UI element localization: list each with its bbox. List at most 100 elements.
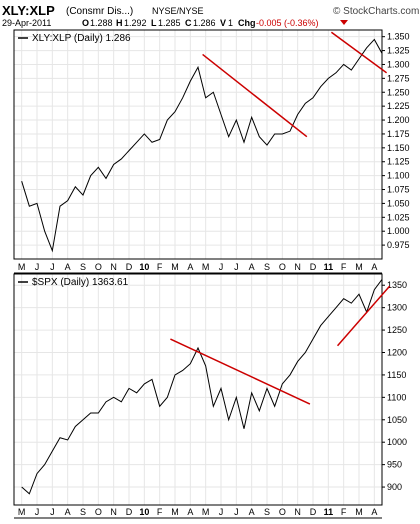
- x-tick-label: S: [80, 262, 86, 272]
- ratio-panel: 0.975 1.000 1.025 1.050 1.075 1.100 1.125 1.150…: [13, 29, 410, 274]
- y-tick-label: 0.975: [387, 240, 410, 250]
- trendline: [170, 338, 311, 405]
- x-tick-label: M: [202, 262, 210, 272]
- x-tick-label: M: [355, 262, 363, 272]
- y-tick-label: 1.125: [387, 157, 410, 167]
- x-tick-label: O: [95, 507, 102, 517]
- x-tick-label: J: [234, 262, 239, 272]
- y-tick-label: 1.225: [387, 101, 410, 111]
- trendline: [330, 31, 388, 74]
- y-tick-label: 1100: [387, 392, 406, 402]
- x-tick-label: D: [126, 507, 133, 517]
- x-tick-label: A: [187, 262, 193, 272]
- y-tick-label: 1.300: [387, 59, 410, 69]
- watermark: © StockCharts.com: [333, 6, 419, 17]
- x-tick-label: 10: [139, 507, 149, 517]
- x-tick-label: D: [126, 262, 133, 272]
- x-tick-label: F: [157, 507, 163, 517]
- y-tick-label: 1.100: [387, 171, 410, 181]
- y-tick-label: 1.325: [387, 46, 410, 56]
- quote-value-c: 1.286: [193, 18, 216, 28]
- y-tick-label: 1.250: [387, 87, 410, 97]
- quote-label-v: V: [220, 18, 226, 28]
- x-tick-label: D: [310, 262, 317, 272]
- x-tick-label: S: [264, 262, 270, 272]
- x-tick-label: 10: [139, 262, 149, 272]
- x-tick-label: F: [341, 507, 347, 517]
- quote-label-o: O: [82, 18, 89, 28]
- quote-value-l: 1.285: [158, 18, 181, 28]
- y-tick-label: 1050: [387, 415, 407, 425]
- y-tick-label: 1.275: [387, 73, 410, 83]
- quote-c: C 1.286: [185, 18, 216, 28]
- x-tick-label: F: [157, 262, 163, 272]
- x-tick-label: J: [219, 507, 224, 517]
- x-tick-label: A: [65, 507, 71, 517]
- quote-chg: Chg -0.005 (-0.36%): [238, 18, 319, 28]
- price-line: [21, 38, 383, 253]
- trendline: [336, 285, 391, 347]
- x-tick-label: M: [18, 262, 26, 272]
- x-tick-label: 11: [324, 507, 334, 517]
- y-tick-label: 1200: [387, 347, 407, 357]
- x-tick-label: M: [18, 507, 26, 517]
- price-line: [21, 279, 383, 495]
- chart-date: 29-Apr-2011: [2, 18, 51, 28]
- x-tick-label: S: [264, 507, 270, 517]
- x-tick-label: O: [279, 507, 286, 517]
- quote-h: H 1.292: [116, 18, 147, 28]
- quote-value-o: 1.288: [90, 18, 113, 28]
- x-tick-label: M: [171, 507, 179, 517]
- quote-value-chg: -0.005 (-0.36%): [256, 18, 319, 28]
- y-tick-label: 1.175: [387, 129, 410, 139]
- x-tick-label: A: [371, 507, 377, 517]
- panel-frame: [13, 29, 383, 260]
- symbol-description: (Consmr Dis...): [66, 6, 133, 17]
- x-tick-label: A: [187, 507, 193, 517]
- quote-label-chg: Chg: [238, 18, 256, 28]
- y-tick-label: 1300: [387, 303, 407, 313]
- x-tick-label: N: [110, 262, 117, 272]
- y-tick-label: 1000: [387, 437, 407, 447]
- quote-l: L 1.285: [151, 18, 181, 28]
- y-tick-label: 1.025: [387, 212, 410, 222]
- quote-label-l: L: [151, 18, 157, 28]
- x-tick-label: N: [294, 262, 301, 272]
- x-tick-label: O: [95, 262, 102, 272]
- x-tick-label: J: [50, 507, 55, 517]
- x-tick-label: A: [65, 262, 71, 272]
- quote-value-h: 1.292: [124, 18, 147, 28]
- symbol-title: XLY:XLP: [2, 3, 55, 18]
- y-tick-label: 950: [387, 460, 402, 470]
- y-tick-label: 1150: [387, 370, 406, 380]
- x-tick-label: 11: [324, 262, 334, 272]
- y-tick-label: 1.150: [387, 143, 410, 153]
- x-tick-label: M: [355, 507, 363, 517]
- x-tick-label: O: [279, 262, 286, 272]
- x-tick-label: J: [50, 262, 55, 272]
- y-tick-label: 1250: [387, 325, 407, 335]
- x-tick-label: N: [110, 507, 117, 517]
- y-tick-label: 1.200: [387, 115, 410, 125]
- x-tick-label: J: [234, 507, 239, 517]
- y-tick-label: 1.000: [387, 226, 410, 236]
- y-tick-label: 1.050: [387, 198, 410, 208]
- x-tick-label: J: [35, 507, 40, 517]
- y-tick-label: 1.075: [387, 185, 410, 195]
- x-tick-label: A: [249, 507, 255, 517]
- x-tick-label: F: [341, 262, 347, 272]
- x-tick-label: J: [219, 262, 224, 272]
- x-tick-label: D: [310, 507, 317, 517]
- x-tick-label: A: [249, 262, 255, 272]
- x-tick-label: M: [171, 262, 179, 272]
- trendline: [202, 53, 308, 138]
- quote-label-c: C: [185, 18, 192, 28]
- quote-value-v: 1: [228, 18, 233, 28]
- quote-o: O 1.288: [82, 18, 113, 28]
- quote-label-h: H: [116, 18, 123, 28]
- y-tick-label: 900: [387, 482, 402, 492]
- series-title: XLY:XLP (Daily) 1.286: [32, 33, 131, 44]
